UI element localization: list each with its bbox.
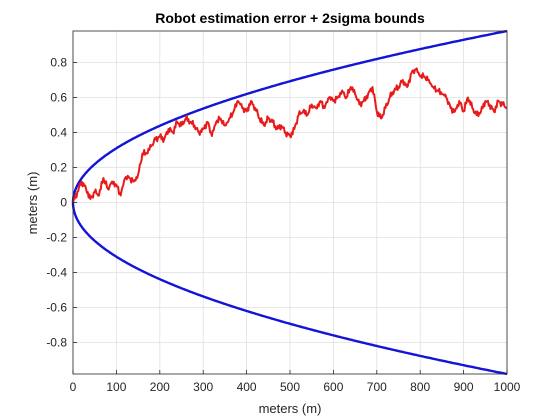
x-tick-label: 700	[367, 380, 387, 394]
x-tick-label: 1000	[494, 380, 521, 394]
x-tick-label: 500	[280, 380, 300, 394]
y-axis: -0.8 -0.6 -0.4 -0.2 0 0.2 0.4 0.6 0.8	[46, 56, 77, 350]
series-layer	[71, 29, 508, 376]
x-tick-label: 900	[454, 380, 474, 394]
x-tick-label: 300	[193, 380, 213, 394]
y-tick-label: -0.8	[46, 336, 67, 350]
y-axis-label: meters (m)	[25, 172, 40, 235]
x-tick-label: 100	[106, 380, 126, 394]
y-tick-label: -0.4	[46, 266, 67, 280]
x-tick-label: 0	[70, 380, 77, 394]
chart-title: Robot estimation error + 2sigma bounds	[155, 10, 425, 26]
y-tick-label: 0.8	[50, 56, 67, 70]
y-tick-label: 0.2	[50, 161, 67, 175]
y-tick-label: -0.6	[46, 301, 67, 315]
x-tick-label: 600	[323, 380, 343, 394]
y-tick-label: 0.6	[50, 91, 67, 105]
y-tick-label: 0.4	[50, 126, 67, 140]
y-tick-label: -0.2	[46, 231, 67, 245]
upper-2sigma-bound-line	[71, 29, 508, 204]
x-tick-label: 200	[150, 380, 170, 394]
lower-2sigma-bound-line	[71, 201, 508, 376]
error-series-line	[72, 67, 508, 203]
x-axis: 0 100 200 300 400 500 600 700 800 900 1000	[70, 370, 521, 394]
x-axis-label: meters (m)	[259, 401, 322, 416]
x-tick-label: 800	[410, 380, 430, 394]
y-tick-label: 0	[60, 196, 67, 210]
x-tick-label: 400	[237, 380, 257, 394]
